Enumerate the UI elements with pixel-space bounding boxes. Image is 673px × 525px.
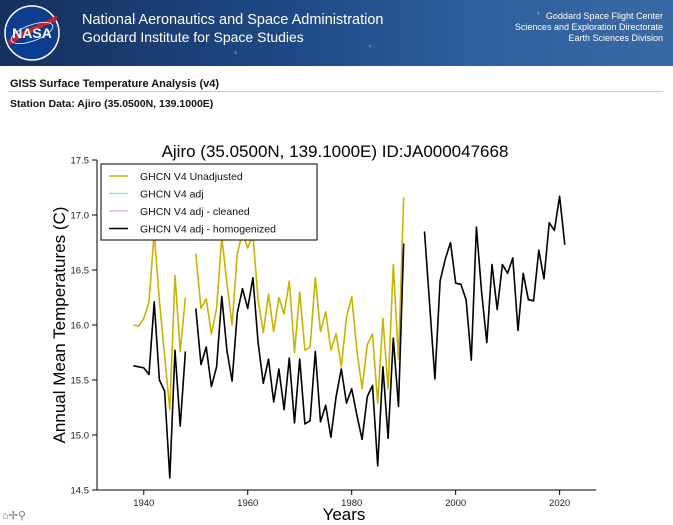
header-banner: NASA National Aeronautics and Space Admi… — [0, 0, 673, 66]
chart-tools[interactable]: ⌂✢⚲ — [2, 509, 26, 522]
series-layer — [133, 195, 566, 479]
axes: 14.5 15.0 15.5 16.0 16.5 17.0 17.5 1940 1960 1980… — [71, 156, 596, 509]
legend-label: GHCN V4 adj — [140, 189, 204, 201]
x-tick-label: 2000 — [445, 498, 466, 509]
y-tick-label: 16.5 — [71, 266, 90, 277]
legend-label: GHCN V4 Unadjusted — [140, 171, 243, 183]
page-title: GISS Surface Temperature Analysis (v4) — [10, 78, 220, 90]
legend: GHCN V4 Unadjusted GHCN V4 adj GHCN V4 adj… — [100, 163, 318, 241]
x-tick-label: 2020 — [549, 498, 570, 509]
banner-background — [0, 0, 673, 66]
series-line-1-segment-2 — [195, 197, 405, 404]
y-tick-label: 16.0 — [71, 321, 90, 332]
x-axis-label: Years — [323, 505, 366, 524]
y-axis-label: Annual Mean Temperatures (C) — [50, 207, 69, 444]
title-divider — [8, 91, 663, 92]
y-tick-label: 15.0 — [71, 431, 90, 442]
agency-name: National Aeronautics and Space Administr… — [82, 12, 383, 46]
legend-box — [100, 163, 318, 241]
station-heading: Station Data: Ajiro (35.0500N, 139.1000E… — [10, 98, 214, 110]
legend-label: GHCN V4 adj - homogenized — [140, 224, 276, 236]
center-line-1: Goddard Space Flight Center — [545, 11, 663, 21]
agency-line-2: Goddard Institute for Space Studies — [82, 29, 304, 45]
home-pan-zoom-icon[interactable]: ⌂✢⚲ — [2, 510, 26, 522]
y-tick-label: 17.0 — [71, 211, 90, 222]
series-line-4-segment-3 — [423, 195, 566, 380]
center-line-2: Sciences and Exploration Directorate — [514, 22, 663, 32]
x-tick-label: 1980 — [341, 498, 362, 509]
y-tick-label: 14.5 — [71, 486, 90, 497]
y-tick-label: 17.5 — [71, 156, 90, 167]
center-info: Goddard Space Flight Center Sciences and… — [515, 11, 663, 44]
x-tick-label: 1940 — [133, 498, 154, 509]
nasa-logo-text: NASA — [12, 25, 52, 41]
series-line-4-segment-1 — [133, 301, 187, 479]
nasa-logo[interactable]: NASA — [2, 3, 62, 63]
chart-title: Ajiro (35.0500N, 139.1000E) ID:JA0000476… — [162, 142, 509, 161]
series-line-4-segment-2 — [195, 243, 405, 467]
x-tick-label: 1960 — [237, 498, 258, 509]
center-line-3: Earth Sciences Division — [568, 33, 663, 43]
legend-label: GHCN V4 adj - cleaned — [140, 206, 250, 218]
series-line-1-segment-1 — [133, 231, 187, 411]
agency-line-1: National Aeronautics and Space Administr… — [82, 12, 384, 28]
y-tick-label: 15.5 — [71, 376, 90, 387]
